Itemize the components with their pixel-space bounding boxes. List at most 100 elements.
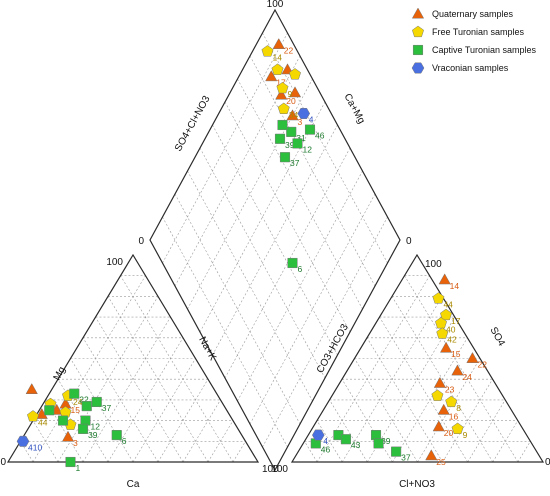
cation-point-label: 1: [76, 463, 81, 473]
anion-grid-line: [467, 399, 506, 463]
anion-point: [431, 389, 444, 401]
diamond-left-axis-label: SO4+Cl+NO3: [173, 94, 213, 154]
cation-grid-line: [120, 275, 234, 463]
anion-point: [435, 317, 448, 329]
diamond-point: [277, 119, 288, 131]
cation-grid-line: [70, 358, 134, 463]
cation-point: [91, 396, 102, 408]
diamond-point: [277, 102, 290, 114]
cation-point-label: 12: [91, 422, 101, 432]
anion-triangle: [290, 253, 545, 463]
legend-marker: [412, 44, 424, 56]
cation-grid-line: [82, 316, 171, 463]
anion-point: [432, 420, 445, 432]
diamond-point-label: 17: [276, 78, 286, 88]
diamond-top-tick: 100: [267, 0, 284, 10]
anion-point-label: 24: [462, 372, 472, 382]
point-layer: 1532444223712396141014152224231620254417…: [16, 37, 487, 473]
diamond-point-label: 12: [303, 144, 313, 154]
diamond-point-label: 31: [296, 133, 306, 143]
cation-point-label: 39: [88, 430, 98, 440]
anion-point-label: 8: [456, 403, 461, 413]
anion-grid-line: [404, 275, 519, 463]
legend: Quaternary samples Free Turonian samples C…: [411, 7, 537, 74]
diamond-point: [265, 70, 278, 82]
diamond-point: [304, 124, 316, 135]
anion-point-label: 17: [451, 316, 461, 326]
legend-label: Captive Turonian samples: [432, 45, 537, 55]
anion-point-label: 23: [445, 384, 455, 394]
anion-point-label: 20: [444, 428, 454, 438]
anion-point: [445, 395, 458, 408]
cation-grid-line: [182, 399, 221, 463]
anion-point: [432, 292, 445, 304]
anion-point-label: 40: [446, 324, 456, 334]
cation-point: [69, 388, 80, 399]
cation-point: [44, 405, 55, 416]
diamond-point: [286, 109, 299, 121]
anion-point-label: 14: [450, 281, 460, 291]
legend-label: Vraconian samples: [432, 63, 509, 73]
cation-grid-line: [32, 275, 146, 463]
anion-right-axis-label: SO4: [488, 325, 508, 348]
anion-right-tick: 0: [545, 457, 550, 468]
anion-point-label: 37: [401, 453, 411, 463]
cation-point-label: 3: [73, 438, 78, 448]
diamond-point-label: 39: [285, 140, 295, 150]
cation-point-label: 37: [102, 403, 112, 413]
anion-point: [438, 273, 451, 285]
anion-point-label: 43: [351, 440, 361, 450]
diamond-point: [276, 81, 289, 94]
diamond-point: [297, 108, 311, 119]
anion-top-tick: 100: [425, 259, 442, 270]
diamond-point-label: 6: [298, 264, 303, 274]
legend-marker: [411, 62, 425, 74]
anion-grid-line: [417, 358, 481, 463]
diamond-point: [288, 86, 302, 98]
anion-point: [436, 327, 449, 339]
diamond-point-label: 22: [284, 46, 294, 56]
diamond-point: [271, 63, 284, 75]
cation-point: [65, 456, 76, 468]
diamond-grid-line: [212, 124, 338, 356]
diamond-point: [272, 37, 285, 49]
cation-point-label: 22: [79, 395, 89, 405]
diamond-grid-line: [237, 170, 363, 402]
diamond-point: [275, 88, 288, 100]
cation-grid-line: [95, 316, 184, 463]
cation-top-tick: 100: [106, 257, 123, 268]
diamond-point-label: 9: [288, 89, 293, 99]
diamond-grid-line: [187, 170, 313, 402]
anion-point-label: 39: [381, 436, 391, 446]
anion-point: [433, 376, 447, 388]
grid-layer: [20, 32, 531, 463]
diamond-point: [288, 68, 302, 80]
diamond-point: [274, 133, 286, 144]
anion-point-label: 4: [323, 436, 328, 446]
anion-point: [451, 422, 464, 434]
cation-triangle: [6, 253, 260, 463]
legend-marker: [411, 25, 425, 38]
anion-point-label: 9: [463, 430, 468, 440]
diamond-point-label: 46: [315, 131, 325, 141]
anion-grid-line: [367, 316, 456, 463]
anion-left-tick: 100: [271, 464, 288, 475]
anion-point: [340, 434, 351, 445]
cation-point: [81, 401, 92, 412]
diamond-point-label: 37: [290, 158, 300, 168]
diamond-point: [292, 138, 303, 149]
anion-point: [440, 308, 453, 321]
cation-point: [111, 430, 122, 441]
diamond-point-label: 3: [298, 117, 303, 127]
anion-point: [451, 364, 464, 376]
diamond-right-axis-label: Ca+Mg: [341, 92, 366, 126]
anion-point-label: 16: [449, 411, 459, 421]
diamond-point: [261, 45, 274, 57]
cation-point: [80, 415, 91, 426]
cation-point: [25, 383, 38, 394]
anion-grid-line: [329, 399, 368, 463]
anion-point-label: 42: [447, 335, 457, 345]
cation-point-label: 44: [38, 417, 48, 427]
